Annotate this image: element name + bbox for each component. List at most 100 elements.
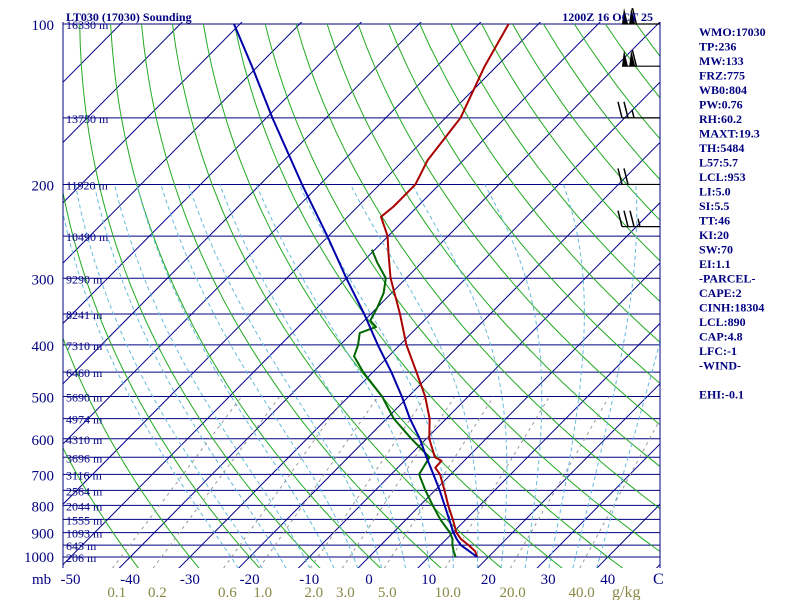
dry-adiabat-line [63, 446, 139, 568]
height-label: 2564 m [66, 484, 103, 498]
pressure-tick-label: 100 [32, 18, 55, 34]
temperature-tick-label: 40 [600, 572, 615, 588]
index-line: WB0:804 [699, 83, 747, 97]
index-line: TT:46 [699, 214, 730, 228]
wind-barb [622, 50, 660, 67]
mixing-ratio-tick-label: 3.0 [336, 585, 355, 600]
wind-barb-flag [629, 210, 635, 227]
height-label: 643 m [66, 539, 97, 553]
pressure-tick-label: 600 [32, 433, 55, 449]
temperature-profile-line [380, 23, 510, 558]
temperature-tick-label: -10 [299, 572, 319, 588]
wind-barb-flag [623, 101, 629, 119]
wind-barb-pennant [629, 8, 636, 24]
index-line: SW:70 [699, 243, 733, 257]
isotherm-line [63, 22, 601, 566]
index-line: -WIND- [699, 359, 741, 373]
mixing-ratio-tick-label: 1.0 [253, 585, 272, 600]
dry-adiabat-line [79, 23, 321, 568]
index-line: WMO:17030 [699, 25, 766, 39]
background-grid [63, 22, 660, 568]
index-line: LFC:-1 [699, 344, 737, 358]
pressure-unit-label: mb [32, 572, 51, 588]
index-line: MW:133 [699, 54, 744, 68]
parcel-profile-line [233, 23, 478, 558]
height-label: 3696 m [66, 451, 103, 465]
isotherm-line [63, 22, 64, 23]
isotherm-line [297, 202, 660, 568]
dry-adiabat-line [63, 190, 260, 568]
dry-adiabat-line [110, 23, 382, 568]
height-label: 10490 m [66, 230, 109, 244]
moist-adiabat-line [350, 184, 479, 568]
height-label: 1555 m [66, 513, 103, 527]
moist-adiabat-line [255, 184, 430, 568]
index-line: RH:60.2 [699, 112, 742, 126]
isotherm-line [536, 443, 660, 568]
index-line: TH:5484 [699, 141, 744, 155]
wind-barb-flag [623, 168, 629, 185]
pressure-tick-label: 400 [32, 339, 55, 355]
temperature-unit-label: C [653, 571, 664, 588]
pressure-tick-label: 1000 [24, 550, 54, 566]
pressure-tick-label: 300 [32, 272, 55, 288]
dry-adiabat-line [481, 23, 660, 262]
dry-adiabat-line [450, 23, 660, 303]
index-line: -PARCEL- [699, 272, 755, 286]
moist-adiabat-line [136, 184, 335, 568]
stability-indices-panel: WMO:17030TP:236MW:133FRZ:775WB0:804PW:0.… [699, 25, 766, 402]
isotherm-line [476, 382, 660, 568]
temperature-tick-label: 10 [421, 572, 436, 588]
index-line: EHI:-0.1 [699, 388, 744, 402]
height-label: 11920 m [66, 178, 109, 192]
isotherm-line [238, 141, 660, 568]
isotherm-line [63, 22, 542, 505]
temperature-tick-label: -30 [180, 572, 200, 588]
height-label: 3116 m [66, 468, 103, 482]
mixing-ratio-line [341, 396, 456, 568]
temperature-tick-label: -40 [120, 572, 140, 588]
dry-adiabat-line [295, 23, 660, 510]
moist-adiabat-line [160, 184, 359, 568]
height-label: 8241 m [66, 308, 103, 322]
wind-barb-pennant [622, 50, 628, 67]
dry-adiabat-line [419, 23, 660, 343]
sounding-lines [233, 23, 510, 558]
dry-adiabat-line [264, 23, 660, 553]
mixing-ratio-line [223, 396, 346, 568]
isotherm-line [63, 22, 183, 144]
mixing-ratio-line [111, 396, 243, 568]
index-line: CAPE:2 [699, 286, 742, 300]
wind-barbs [617, 7, 660, 228]
temperature-tick-label: -20 [240, 572, 260, 588]
index-line: CAP:4.8 [699, 330, 743, 344]
pressure-tick-label: 800 [32, 499, 55, 515]
dry-adiabat-line [63, 336, 200, 568]
index-line: LCL:953 [699, 170, 746, 184]
wind-barb [617, 101, 660, 119]
mixing-ratio-tick-label: 0.2 [148, 585, 167, 600]
wind-barb-pennant [629, 50, 636, 67]
wind-barb-flag [617, 210, 623, 227]
chart-title-right: 1200Z 16 OCT 25 [562, 10, 653, 24]
temperature-tick-label: -50 [61, 572, 81, 588]
index-line: LI:5.0 [699, 185, 731, 199]
mixing-ratio-tick-label: 0.6 [218, 585, 237, 600]
wind-barb-flag [631, 7, 638, 25]
moist-adiabat-line [114, 184, 311, 568]
mixing-ratio-line [152, 396, 281, 568]
pressure-tick-label: 200 [32, 178, 55, 194]
mixing-ratio-tick-label: 0.1 [107, 585, 126, 600]
index-line: KI:20 [699, 228, 729, 242]
index-line: EI:1.1 [699, 257, 731, 271]
isotherm-line [63, 22, 243, 204]
wind-barb-flag [617, 101, 623, 119]
dry-adiabat-line [543, 23, 660, 181]
index-line: L57:5.7 [699, 156, 738, 170]
height-label: 206 m [66, 551, 97, 565]
index-line: MAXT:19.3 [699, 127, 760, 141]
wind-barb-flag [631, 50, 638, 67]
isotherm-line [63, 22, 482, 445]
